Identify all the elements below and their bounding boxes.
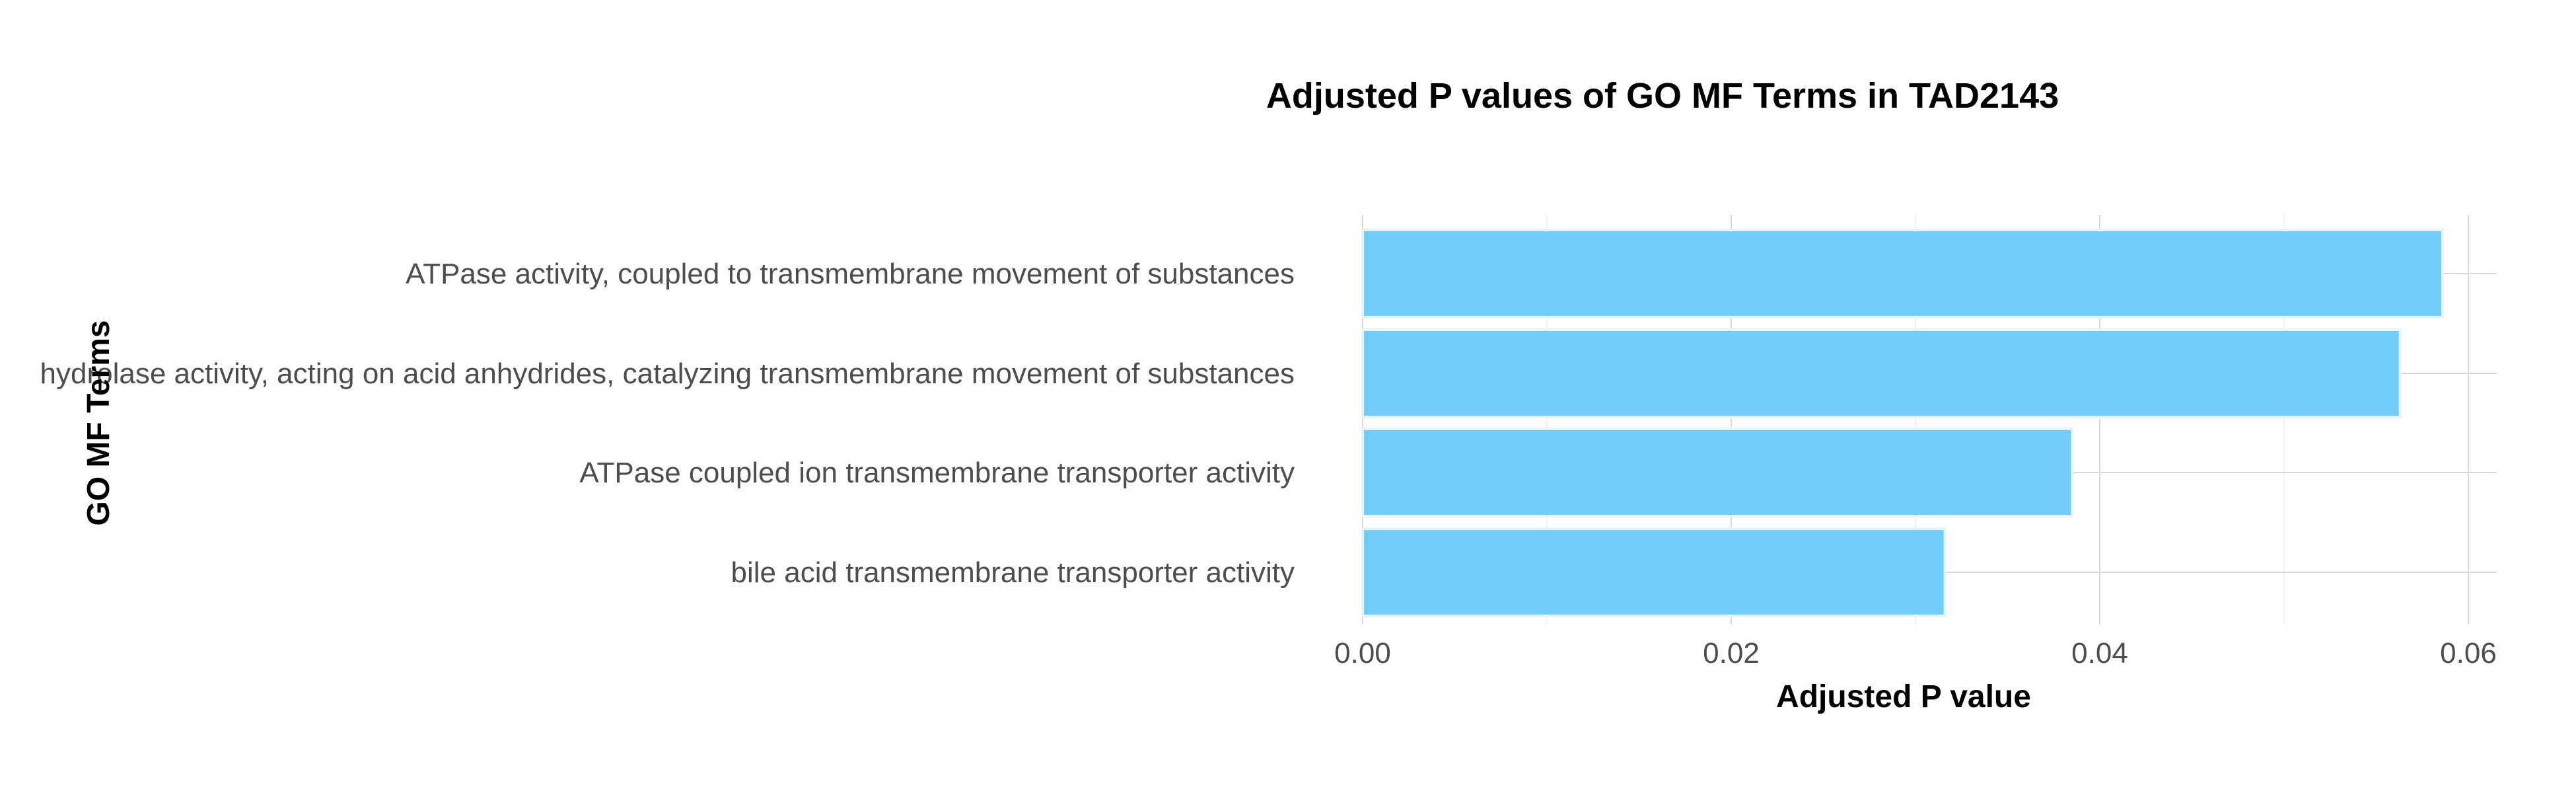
bars	[1361, 229, 2444, 617]
category-label: ATPase activity, coupled to transmembran…	[406, 258, 1295, 290]
category-label: bile acid transmembrane transporter acti…	[731, 556, 1295, 589]
category-label: ATPase coupled ion transmembrane transpo…	[579, 457, 1295, 489]
chart-title: Adjusted P values of GO MF Terms in TAD2…	[1266, 76, 2059, 116]
category-label: hydrolase activity, acting on acid anhyd…	[40, 358, 1295, 390]
y-axis-title: GO MF Terms	[81, 320, 116, 525]
bar	[1361, 527, 1947, 617]
x-tick-labels: 0.00 0.02 0.04 0.06	[1334, 637, 2497, 669]
x-axis-title: Adjusted P value	[1776, 679, 2031, 714]
bar	[1361, 328, 2402, 418]
x-tick-label: 0.02	[1703, 637, 1760, 669]
x-tick-label: 0.06	[2440, 637, 2497, 669]
bar	[1361, 428, 2074, 517]
x-tick-label: 0.00	[1334, 637, 1391, 669]
bar	[1361, 229, 2444, 319]
category-labels: ATPase activity, coupled to transmembran…	[40, 258, 1295, 589]
x-tick-label: 0.04	[2071, 637, 2128, 669]
